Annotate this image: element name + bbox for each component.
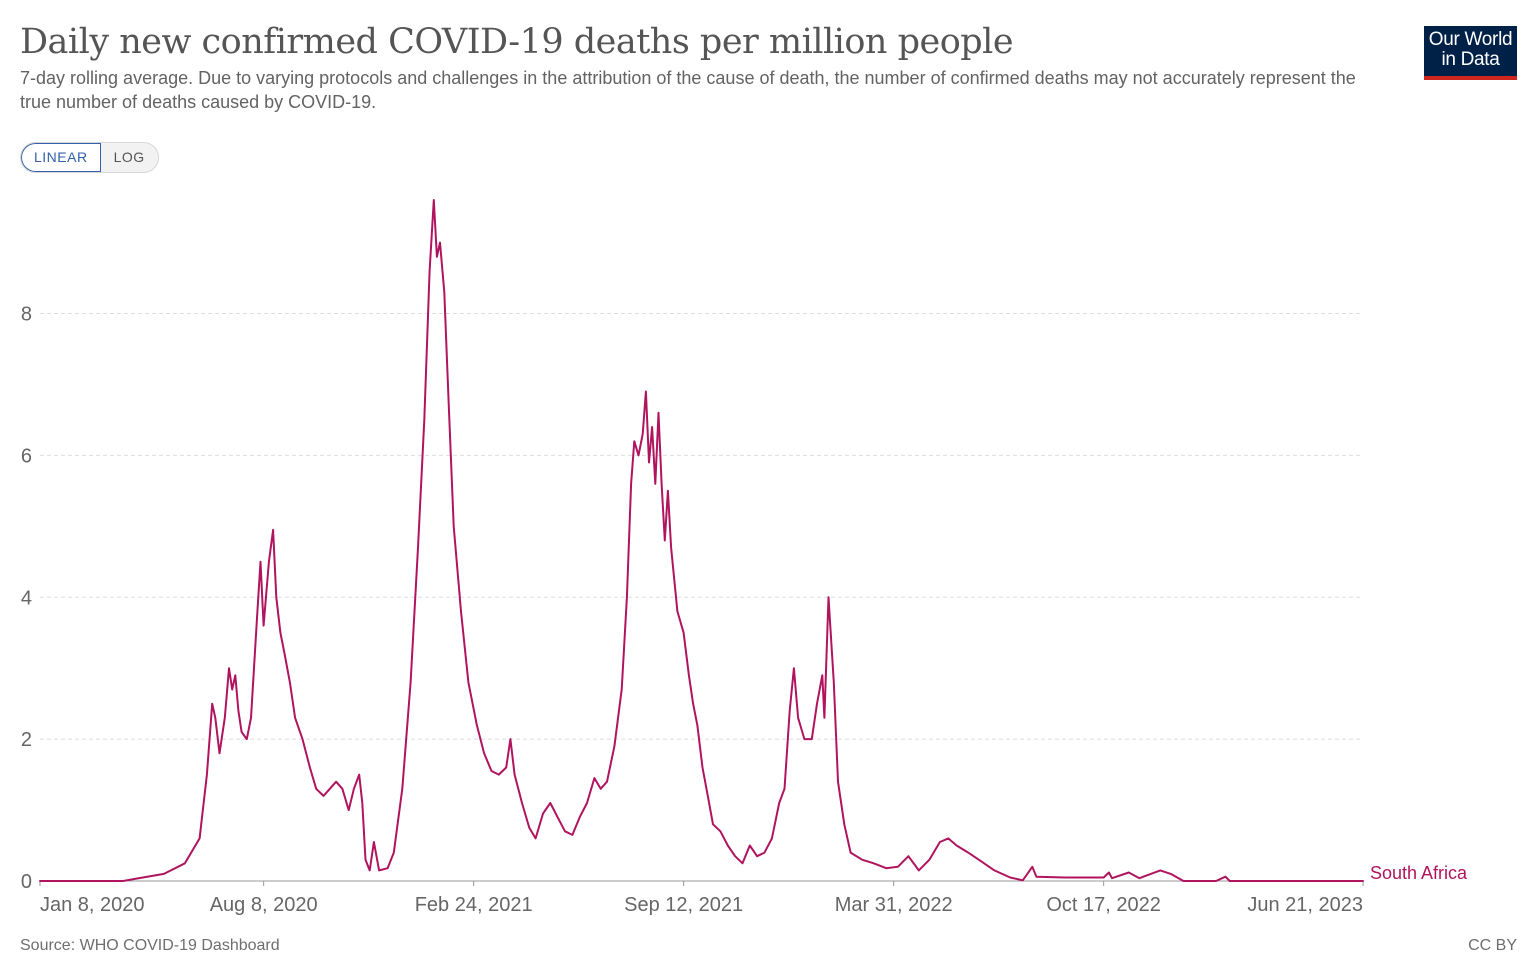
chart-subtitle: 7-day rolling average. Due to varying pr… — [20, 68, 1356, 112]
license-label[interactable]: CC BY — [1468, 937, 1517, 954]
series-lines — [39, 199, 1364, 882]
series-label-south-africa[interactable]: South Africa — [1370, 863, 1468, 883]
source-note[interactable]: Source: WHO COVID-19 Dashboard — [20, 937, 280, 954]
y-tick-label-8: 8 — [21, 304, 32, 326]
linear-scale-button[interactable]: LINEAR — [21, 143, 101, 172]
log-scale-button[interactable]: LOG — [113, 149, 145, 165]
x-tick-label: Aug 8, 2020 — [210, 894, 318, 916]
x-tick-label: Mar 31, 2022 — [835, 894, 953, 916]
x-tick-label: Oct 17, 2022 — [1046, 894, 1161, 916]
x-tick-label: Jun 21, 2023 — [1247, 894, 1363, 916]
x-tick-label: Feb 24, 2021 — [415, 894, 533, 916]
scale-toggle: LINEAR LOG — [20, 142, 159, 173]
x-axis-ticks: Jan 8, 2020 Aug 8, 2020 Feb 24, 2021 Sep 12… — [39, 881, 1364, 916]
x-tick-label: Jan 8, 2020 — [40, 894, 145, 916]
chart-title: Daily new confirmed COVID-19 deaths per … — [20, 22, 1014, 62]
logo-line-1: Our World — [1428, 29, 1513, 50]
our-world-in-data-logo[interactable]: Our World in Data — [1424, 26, 1517, 80]
y-axis-tick-labels: 0 2 4 6 8 — [21, 304, 32, 894]
logo-line-2: in Data — [1441, 49, 1500, 70]
series-line-south-africa[interactable] — [39, 199, 1364, 882]
y-tick-label-2: 2 — [21, 729, 32, 751]
y-tick-label-4: 4 — [21, 587, 32, 609]
y-tick-label-6: 6 — [21, 445, 32, 467]
gridlines — [40, 313, 1363, 740]
series-labels: South Africa — [1370, 863, 1468, 883]
y-tick-label-0: 0 — [21, 871, 32, 893]
x-tick-label: Sep 12, 2021 — [624, 894, 743, 916]
